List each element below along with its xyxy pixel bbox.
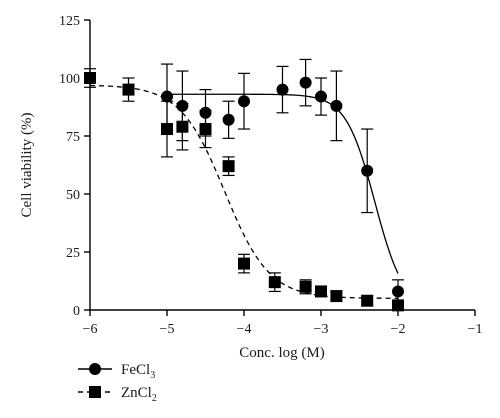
data-point-zncl2 — [238, 257, 250, 270]
fit-curve-zncl2 — [89, 84, 399, 299]
data-point-zncl2 — [268, 276, 281, 289]
legend-label-fecl3: FeCl3 — [121, 362, 155, 381]
y-tick-label: 125 — [59, 14, 80, 29]
legend-item-zncl2: ZnCl2 — [78, 385, 157, 404]
x-tick-label: −1 — [468, 322, 483, 337]
y-tick-label: 50 — [66, 188, 80, 203]
data-point-fecl3 — [238, 95, 250, 108]
legend-label-zncl2-main: ZnCl — [121, 385, 152, 401]
axes: −6 −5 −4 −3 −2 −1 0 25 50 75 100 125 Conc. log (M)… — [19, 14, 482, 361]
data-point-zncl2 — [199, 123, 212, 136]
data-point-zncl2 — [222, 160, 235, 173]
data-point-fecl3 — [315, 90, 327, 103]
data-point-fecl3 — [330, 99, 343, 112]
y-tick-label: 0 — [73, 304, 80, 319]
legend-label-zncl2-sub: 2 — [152, 393, 157, 404]
y-tick-label: 25 — [66, 246, 80, 261]
fit-curve-fecl3 — [167, 93, 399, 274]
data-point-zncl2 — [299, 280, 312, 293]
x-ticks: −6 −5 −4 −3 −2 −1 — [83, 310, 483, 337]
x-tick-label: −6 — [83, 322, 98, 337]
series-fecl3 — [161, 58, 404, 304]
data-point-zncl2 — [330, 290, 343, 303]
legend-item-fecl3: FeCl3 — [78, 362, 155, 381]
legend-marker-zncl2 — [89, 386, 101, 398]
y-tick-label: 75 — [66, 130, 80, 145]
data-point-zncl2 — [361, 294, 374, 307]
x-tick-label: −2 — [391, 322, 406, 337]
x-axis-label: Conc. log (M) — [239, 345, 324, 361]
x-tick-label: −5 — [160, 322, 175, 337]
legend-marker-fecl3 — [89, 363, 101, 375]
y-axis-label: Cell viability (%) — [19, 113, 35, 218]
legend: FeCl3 ZnCl2 — [78, 362, 157, 404]
y-ticks: 0 25 50 75 100 125 — [59, 14, 90, 319]
data-point-zncl2 — [392, 299, 404, 312]
data-point-zncl2 — [122, 83, 135, 96]
data-point-zncl2 — [176, 120, 189, 133]
data-point-fecl3 — [161, 90, 173, 103]
data-point-fecl3 — [276, 83, 289, 96]
y-tick-label: 100 — [59, 72, 80, 87]
data-point-zncl2 — [161, 123, 173, 136]
data-point-zncl2 — [315, 285, 327, 298]
legend-label-zncl2: ZnCl2 — [121, 385, 157, 404]
data-point-fecl3 — [222, 113, 235, 126]
legend-label-fecl3-main: FeCl — [121, 362, 150, 378]
data-point-fecl3 — [299, 76, 312, 89]
data-point-fecl3 — [392, 285, 404, 298]
plot-area — [84, 58, 404, 312]
legend-label-fecl3-sub: 3 — [150, 370, 155, 381]
x-tick-label: −3 — [314, 322, 329, 337]
data-point-fecl3 — [361, 164, 374, 177]
x-tick-label: −4 — [237, 322, 252, 337]
